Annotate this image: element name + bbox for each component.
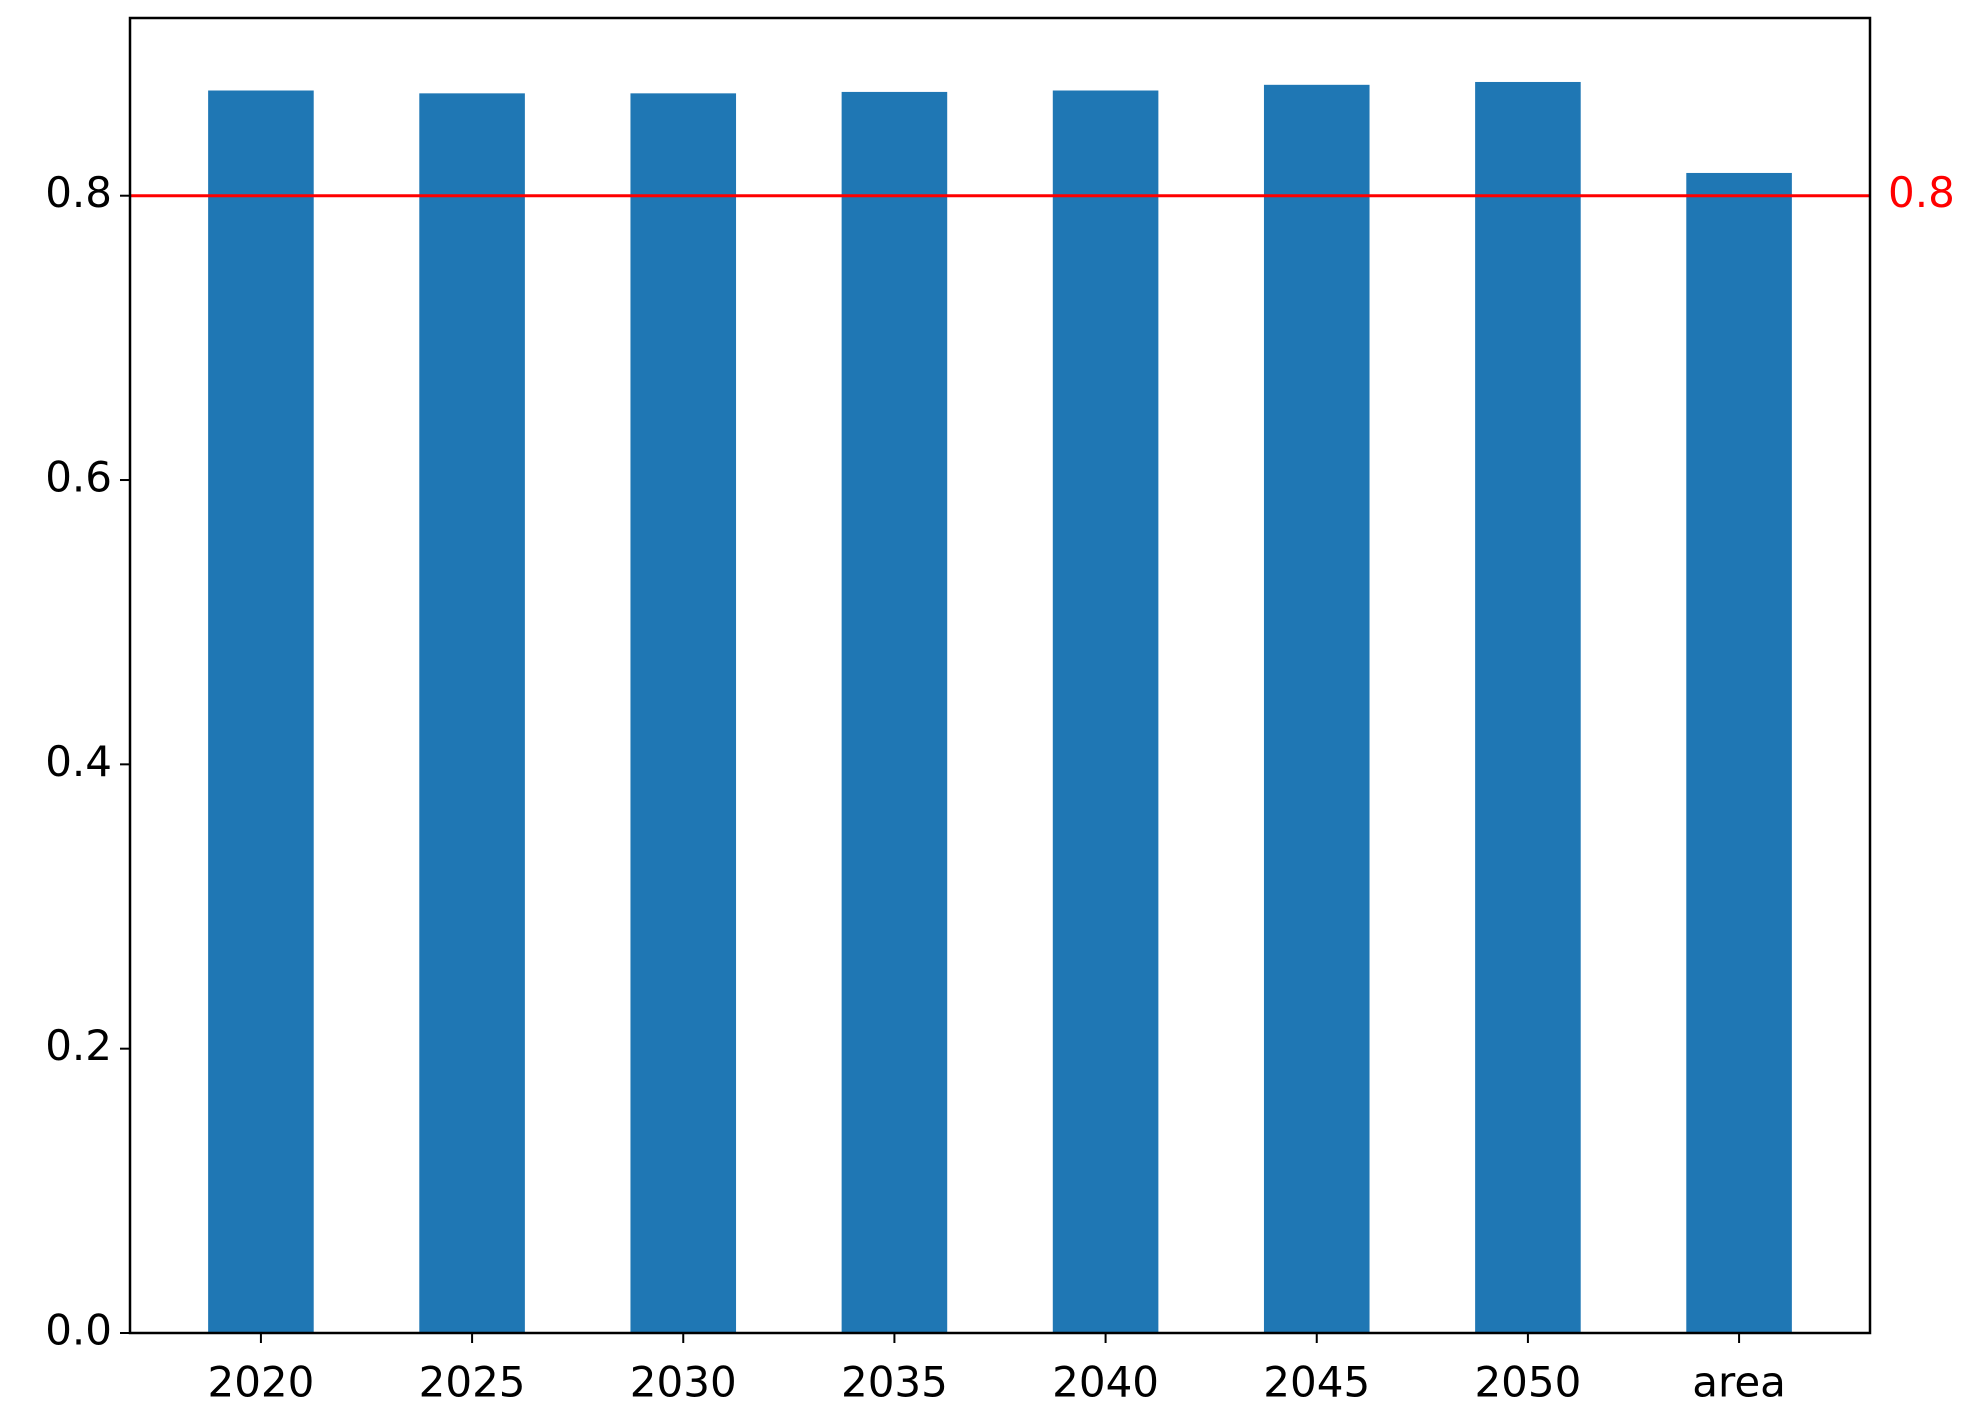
bar	[630, 93, 737, 1333]
y-tick-label: 0.0	[45, 1306, 112, 1355]
bar	[841, 91, 948, 1334]
y-tick-label: 0.8	[45, 168, 112, 217]
x-tick-label: 2035	[841, 1358, 948, 1407]
y-tick-label: 0.4	[45, 737, 112, 786]
bar	[419, 93, 525, 1333]
x-tick-label: 2025	[419, 1358, 526, 1407]
x-tick-label: 2045	[1263, 1358, 1370, 1407]
bar	[1686, 172, 1792, 1333]
x-tick-label: 2050	[1474, 1358, 1581, 1407]
x-tick-label: 2020	[207, 1358, 314, 1407]
bar	[1263, 84, 1370, 1334]
x-tick-label: 2030	[630, 1358, 737, 1407]
x-tick-label: area	[1692, 1358, 1786, 1407]
bar	[1052, 90, 1159, 1334]
bar	[208, 90, 314, 1334]
y-tick-label: 0.6	[45, 453, 112, 502]
bar	[1475, 81, 1581, 1333]
x-tick-label: 2040	[1052, 1358, 1159, 1407]
reference-label: 0.8	[1888, 168, 1955, 217]
y-tick-label: 0.2	[45, 1021, 112, 1070]
plot-frame	[128, 16, 1872, 1335]
